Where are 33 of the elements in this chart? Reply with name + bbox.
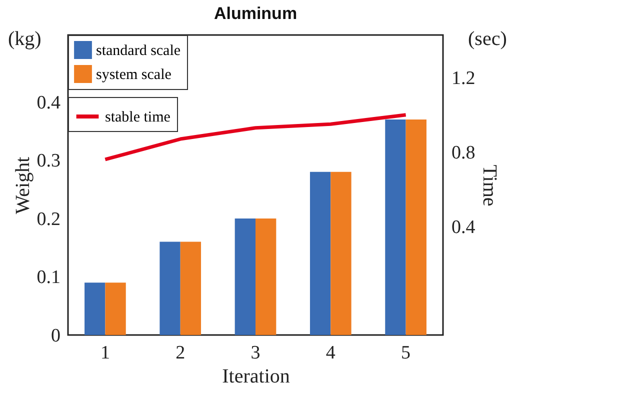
y-axis-title: Weight <box>12 156 34 214</box>
x-tick-label: 2 <box>176 342 186 364</box>
x-tick-label: 4 <box>326 342 336 364</box>
y2-axis-title: Time <box>478 164 500 206</box>
bar <box>234 218 256 335</box>
text: (sec) <box>468 28 507 50</box>
bar <box>385 119 406 335</box>
bar <box>105 282 126 335</box>
legend-label: system scale <box>96 67 172 83</box>
bar <box>160 242 180 335</box>
x-axis-title: Iteration <box>222 366 290 388</box>
x-tick-label: 1 <box>100 342 110 364</box>
text: (kg) <box>8 28 42 50</box>
bar <box>406 119 426 335</box>
y-tick-label: 0.4 <box>36 92 61 114</box>
bar <box>180 242 202 335</box>
y-tick-label: 0.2 <box>36 208 60 230</box>
bar <box>84 282 106 335</box>
y2-tick-label: 1.2 <box>452 68 476 90</box>
y-tick-label: 0.3 <box>36 150 60 172</box>
bar <box>310 172 331 335</box>
x-tick-label: 3 <box>250 342 260 364</box>
line-series <box>103 113 408 162</box>
y2-tick-label: 0.8 <box>452 142 476 164</box>
chart-title: Aluminum <box>214 4 298 23</box>
y-tick-label: 0.1 <box>36 267 60 288</box>
x-tick-label: 5 <box>401 342 411 364</box>
bar <box>256 218 276 335</box>
legend-label: stable time <box>105 110 171 126</box>
y-tick-label: 0 <box>51 326 60 346</box>
bar <box>330 172 352 335</box>
legend-label: standard scale <box>96 43 181 59</box>
y2-tick-label: 0.4 <box>452 216 476 238</box>
